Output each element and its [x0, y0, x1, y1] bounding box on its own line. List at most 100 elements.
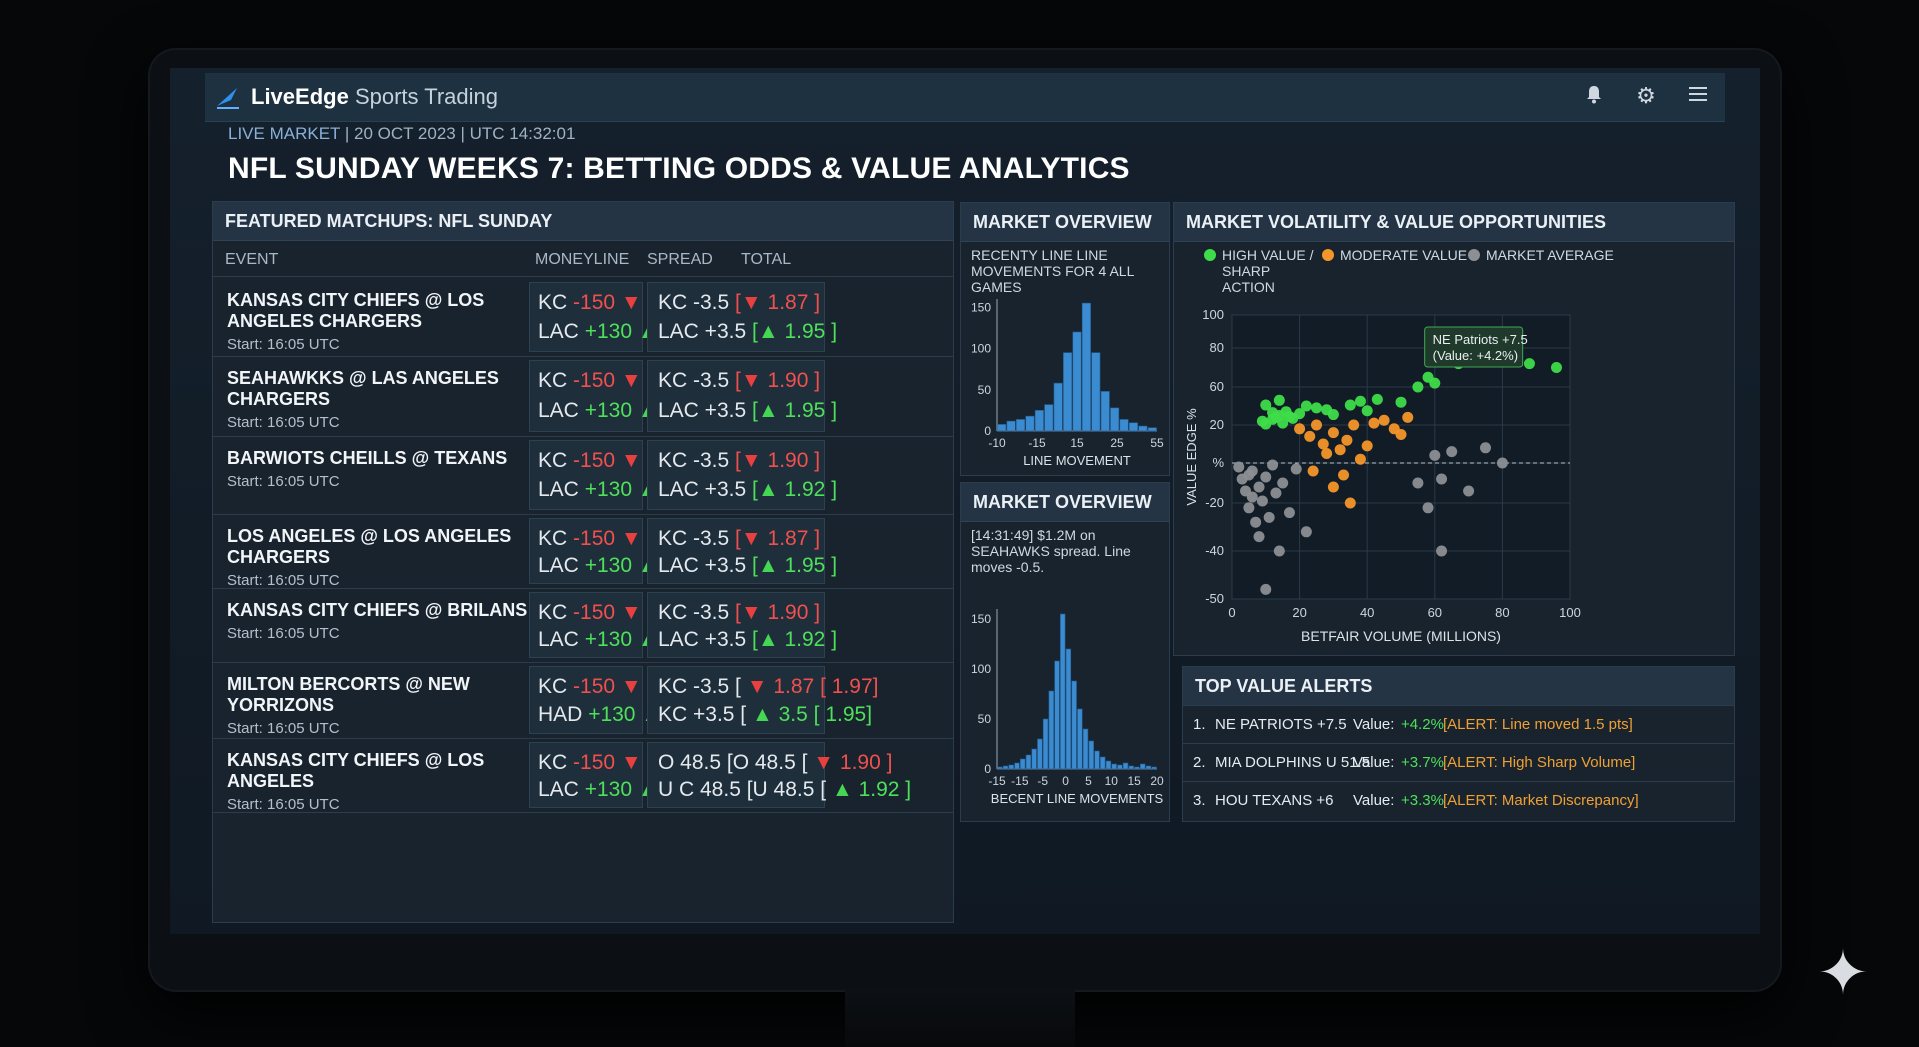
event-start: Start: 16:05 UTC [227, 473, 340, 490]
down-arrow-icon: ▼ [740, 449, 762, 472]
bracket: ] [814, 527, 821, 550]
histogram-bar [1134, 766, 1140, 770]
table-row[interactable]: KANSAS CITY CHIEFS @ LOS ANGELES CHARGER… [213, 278, 953, 357]
scatter-point [1334, 444, 1346, 456]
histogram-bar [1025, 415, 1035, 432]
histogram-bar [1122, 762, 1129, 770]
histogram-bar [1063, 352, 1073, 432]
moneyline-cell[interactable]: KC -150 ▼LAC +130 ▲ [529, 360, 659, 432]
spread-odds: 1.87 [ [773, 675, 826, 698]
alert-rank: 2. [1193, 754, 1206, 771]
spread-total-cell[interactable]: KC -3.5 [▼ 1.90 ] LAC +3.5 [▲ 1.92 ] [647, 592, 837, 658]
scatter-point [1246, 465, 1258, 477]
liveedge-logo-icon [217, 88, 239, 109]
spread-total-cell[interactable]: KC -3.5 [▼ 1.90 ] LAC +3.5 [▲ 1.92 ] [647, 440, 837, 510]
spread-line: KC -3.5 [658, 449, 730, 472]
event-cell: BARWIOTS CHEILLS @ TEXANS Start: 16:05 UT… [227, 448, 557, 490]
histogram-bar [1128, 422, 1138, 432]
histogram-bar [1105, 760, 1112, 770]
ml-team: KC [538, 751, 568, 774]
table-row[interactable]: BARWIOTS CHEILLS @ TEXANS Start: 16:05 UT… [213, 436, 953, 515]
spread-total-cell[interactable]: KC -3.5 [ ▼ 1.87 [ 1.97] KC +3.5 [ ▲ 3.5 … [647, 666, 878, 734]
moneyline-cell[interactable]: KC -150 ▼HAD +130 ▲ [529, 666, 662, 734]
volatility-panel: MARKET VOLATILITY & VALUE OPPORTUNITIES … [1173, 202, 1735, 656]
spread-line: O 48.5 [O 48.5 [ [658, 751, 808, 774]
alert-value: +4.2% [1401, 716, 1444, 733]
event-start: Start: 16:05 UTC [227, 796, 340, 813]
spread-total-cell[interactable]: KC -3.5 [▼ 1.87 ] LAC +3.5 [▲ 1.95 ] [647, 282, 837, 352]
bracket: ] [886, 751, 893, 774]
alert-value-label: Value: [1353, 792, 1395, 809]
bracket: ] [831, 554, 838, 577]
callout: NE Patriots +7.5(Value: +4.2%) [1424, 326, 1528, 368]
ml-odds: +130 [584, 628, 633, 651]
bell-icon[interactable] [1581, 83, 1607, 109]
ml-team: KC [538, 369, 568, 392]
spread-odds: 1.95 [784, 554, 826, 577]
scatter-point [1321, 448, 1333, 459]
ml-odds: -150 [573, 449, 616, 472]
moneyline-cell[interactable]: KC -150 ▼LAC +130 ▲ [529, 518, 659, 584]
spread-total-cell[interactable]: KC -3.5 [▼ 1.90 ] LAC +3.5 [▲ 1.95 ] [647, 360, 837, 432]
up-arrow-icon: ▲ [757, 628, 779, 651]
moneyline-cell[interactable]: KC -150 ▼LAC +130 ▲ [529, 742, 659, 808]
gear-icon[interactable]: ⚙ [1636, 83, 1656, 108]
menu-icon[interactable] [1685, 83, 1711, 109]
overview-subtitle: RECENTY LINE LINE MOVEMENTS FOR 4 ALL GA… [971, 247, 1134, 295]
table-row[interactable]: MILTON BERCORTS @ NEW YORRIZONS Start: 16… [213, 662, 953, 739]
scatter-point [1354, 395, 1366, 407]
histogram-bar [1037, 738, 1043, 770]
x-tick-label: -10 [988, 436, 1006, 450]
x-tick-label: 25 [1110, 436, 1124, 450]
bracket: ] [814, 601, 821, 624]
histogram-bar [997, 424, 1007, 432]
moneyline-cell[interactable]: KC -150 ▼LAC +130 ▲ [529, 282, 659, 352]
spread-total-cell[interactable]: O 48.5 [O 48.5 [ ▼ 1.90 ] U C 48.5 [U 48.… [647, 742, 911, 808]
scatter-point [1243, 502, 1255, 514]
table-row[interactable]: KANSAS CITY CHIEFS @ LOS ANGELES Start: 1… [213, 738, 953, 813]
bracket: ] [831, 320, 838, 343]
x-tick-label: 5 [1085, 774, 1092, 788]
spread-line: U C 48.5 [U 48.5 [ [658, 778, 827, 801]
table-row[interactable]: SEAHAWKKS @ LAS ANGELES CHARGERS Start: 1… [213, 356, 953, 437]
scatter-point [1412, 477, 1424, 489]
moneyline-cell[interactable]: KC -150 ▼LAC +130 ▲ [529, 440, 659, 510]
spread-odds: 1.87 [767, 527, 809, 550]
event-start: Start: 16:05 UTC [227, 414, 340, 431]
spread-line: KC -3.5 [ [658, 675, 741, 698]
table-row[interactable]: LOS ANGELES @ LOS ANGELES CHARGERS Start:… [213, 514, 953, 589]
app-header: LiveEdge Sports Trading ⚙ [205, 73, 1725, 122]
ml-team: HAD [538, 703, 583, 726]
event-name: KANSAS CITY CHIEFS @ LOS ANGELES [227, 750, 485, 791]
alert-row[interactable]: 3. HOU TEXANS +6 Value: +3.3% [ALERT: Market… [1183, 781, 1734, 820]
callout-line-2: (Value: +4.2%) [1433, 348, 1518, 363]
bracket: ] [814, 449, 821, 472]
scatter-point [1327, 481, 1339, 493]
ml-team: KC [538, 601, 568, 624]
scatter-point [1338, 469, 1350, 481]
scatter-point [1412, 381, 1424, 393]
down-arrow-icon: ▼ [620, 369, 642, 392]
histogram-bar [1128, 765, 1134, 770]
spread-line: KC -3.5 [658, 291, 730, 314]
spread-odds: 1.95 [784, 399, 826, 422]
app-brand: LiveEdge Sports Trading [251, 84, 499, 109]
alert-message: [ALERT: Line moved 1.5 pts] [1443, 716, 1633, 733]
alert-value: +3.3% [1401, 792, 1444, 809]
app-screen: LiveEdge Sports Trading ⚙ LIVE MARKET | … [170, 68, 1760, 934]
scatter-point [1446, 446, 1458, 458]
ml-team: LAC [538, 320, 579, 343]
alert-row[interactable]: 2. MIA DOLPHINS U 51.5 Value: +3.7% [ALERT: … [1183, 743, 1734, 782]
moneyline-cell[interactable]: KC -150 ▼LAC +130 ▲ [529, 592, 659, 658]
x-tick-label: 100 [1559, 605, 1581, 620]
ml-odds: +130 [584, 478, 633, 501]
alert-row[interactable]: 1. NE PATRIOTS +7.5 Value: +4.2% [ALERT: Lin… [1183, 705, 1734, 744]
event-name: BARWIOTS CHEILLS @ TEXANS [227, 448, 508, 468]
alert-value-label: Value: [1353, 716, 1395, 733]
scatter-point [1429, 449, 1441, 461]
y-tick-label: 100 [971, 662, 991, 676]
x-tick-label: -15 [1011, 774, 1029, 788]
spread-total-cell[interactable]: KC -3.5 [▼ 1.87 ] LAC +3.5 [▲ 1.95 ] [647, 518, 837, 584]
ml-odds: +130 [584, 320, 633, 343]
table-row[interactable]: KANSAS CITY CHIEFS @ BRILANS Start: 16:05… [213, 588, 953, 663]
